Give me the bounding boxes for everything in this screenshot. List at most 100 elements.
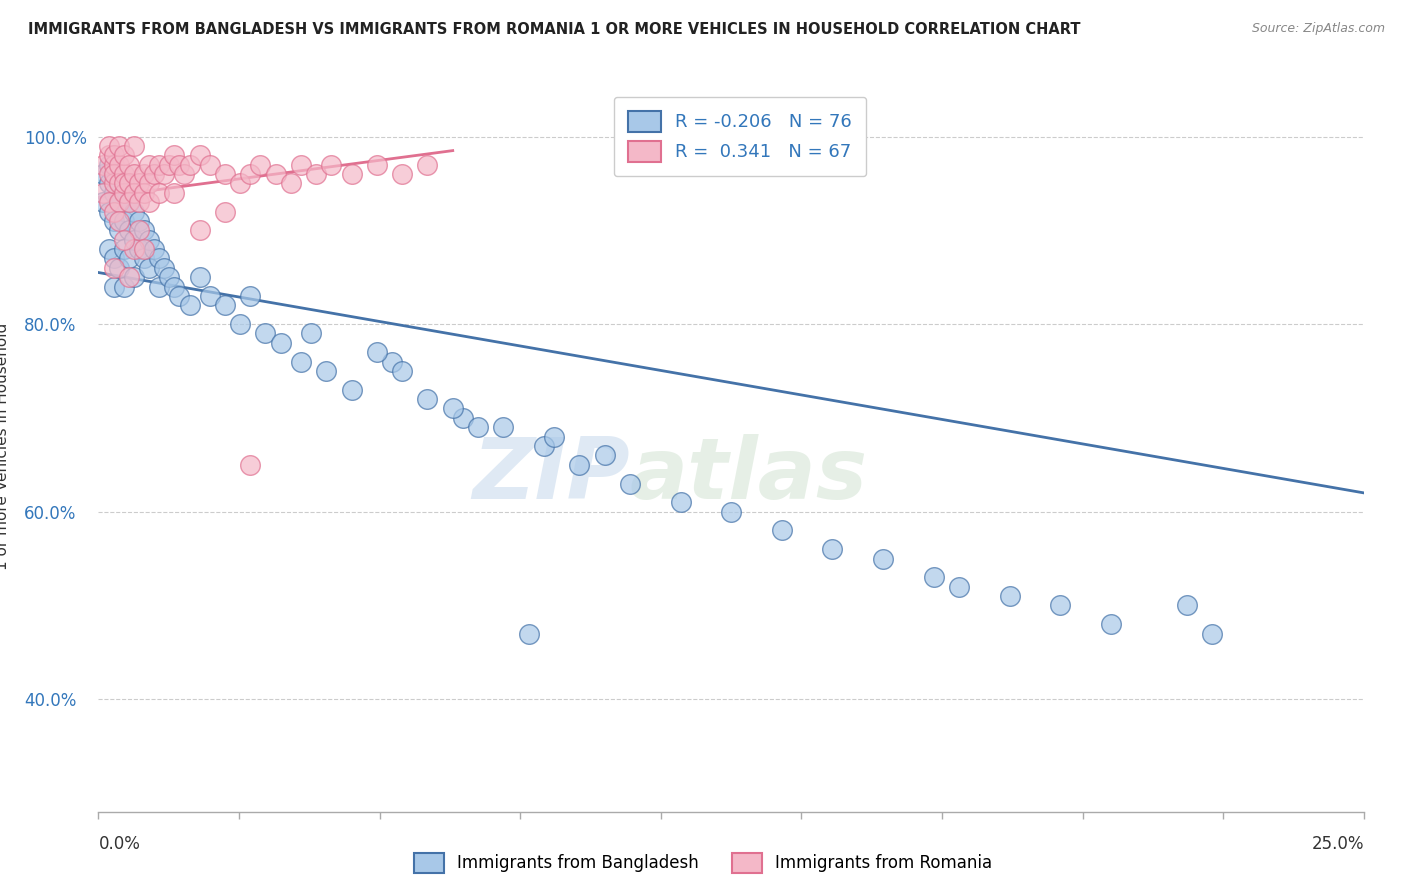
Point — [103, 177, 125, 191]
Point — [148, 158, 170, 172]
Point — [568, 458, 591, 472]
Point — [821, 542, 844, 557]
Point — [138, 177, 160, 191]
Point — [188, 148, 211, 162]
Text: 25.0%: 25.0% — [1312, 835, 1364, 853]
Point — [517, 626, 540, 640]
Point — [872, 551, 894, 566]
Point — [112, 177, 135, 191]
Point — [112, 167, 135, 181]
Point — [107, 214, 129, 228]
Point — [249, 158, 271, 172]
Point — [148, 279, 170, 293]
Point — [157, 270, 180, 285]
Point — [128, 195, 150, 210]
Point — [118, 252, 141, 266]
Point — [93, 195, 115, 210]
Point — [1175, 599, 1198, 613]
Point — [239, 289, 262, 303]
Point — [118, 270, 141, 285]
Point — [107, 195, 129, 210]
Point — [112, 233, 135, 247]
Point — [97, 242, 120, 256]
Point — [103, 167, 125, 181]
Point — [103, 167, 125, 181]
Point — [118, 195, 141, 210]
Point — [107, 260, 129, 275]
Point — [321, 158, 343, 172]
Point — [188, 270, 211, 285]
Point — [112, 186, 135, 200]
Point — [138, 260, 160, 275]
Point — [1099, 617, 1122, 632]
Point — [416, 158, 439, 172]
Point — [239, 167, 262, 181]
Point — [543, 429, 565, 443]
Point — [122, 139, 145, 153]
Point — [97, 148, 120, 162]
Point — [305, 167, 328, 181]
Point — [1201, 626, 1223, 640]
Point — [103, 260, 125, 275]
Point — [112, 279, 135, 293]
Point — [998, 589, 1021, 603]
Point — [118, 158, 141, 172]
Point — [198, 158, 221, 172]
Text: ZIP: ZIP — [472, 434, 630, 516]
Point — [112, 242, 135, 256]
Point — [340, 167, 363, 181]
Text: 0.0%: 0.0% — [98, 835, 141, 853]
Point — [416, 392, 439, 406]
Legend: Immigrants from Bangladesh, Immigrants from Romania: Immigrants from Bangladesh, Immigrants f… — [406, 847, 1000, 880]
Point — [112, 214, 135, 228]
Point — [290, 158, 312, 172]
Point — [103, 158, 125, 172]
Point — [122, 186, 145, 200]
Point — [97, 167, 120, 181]
Point — [492, 420, 515, 434]
Point — [97, 177, 120, 191]
Point — [153, 167, 176, 181]
Point — [163, 148, 186, 162]
Point — [619, 476, 641, 491]
Point — [593, 449, 616, 463]
Point — [93, 186, 115, 200]
Point — [103, 186, 125, 200]
Point — [948, 580, 970, 594]
Point — [128, 177, 150, 191]
Point — [391, 364, 413, 378]
Point — [122, 167, 145, 181]
Point — [97, 158, 120, 172]
Point — [128, 214, 150, 228]
Point — [264, 167, 287, 181]
Point — [112, 148, 135, 162]
Point — [198, 289, 221, 303]
Point — [107, 177, 129, 191]
Point — [229, 317, 252, 331]
Text: Source: ZipAtlas.com: Source: ZipAtlas.com — [1251, 22, 1385, 36]
Point — [669, 495, 692, 509]
Point — [148, 186, 170, 200]
Point — [214, 204, 236, 219]
Point — [381, 354, 404, 368]
Point — [179, 298, 201, 312]
Point — [143, 242, 166, 256]
Point — [254, 326, 277, 341]
Point — [103, 148, 125, 162]
Point — [533, 439, 555, 453]
Point — [103, 279, 125, 293]
Point — [163, 186, 186, 200]
Point — [132, 223, 155, 237]
Point — [107, 139, 129, 153]
Text: IMMIGRANTS FROM BANGLADESH VS IMMIGRANTS FROM ROMANIA 1 OR MORE VEHICLES IN HOUS: IMMIGRANTS FROM BANGLADESH VS IMMIGRANTS… — [28, 22, 1081, 37]
Point — [340, 383, 363, 397]
Point — [118, 177, 141, 191]
Point — [315, 364, 337, 378]
Point — [97, 195, 120, 210]
Point — [138, 158, 160, 172]
Point — [122, 270, 145, 285]
Point — [132, 167, 155, 181]
Point — [122, 233, 145, 247]
Point — [299, 326, 322, 341]
Point — [138, 195, 160, 210]
